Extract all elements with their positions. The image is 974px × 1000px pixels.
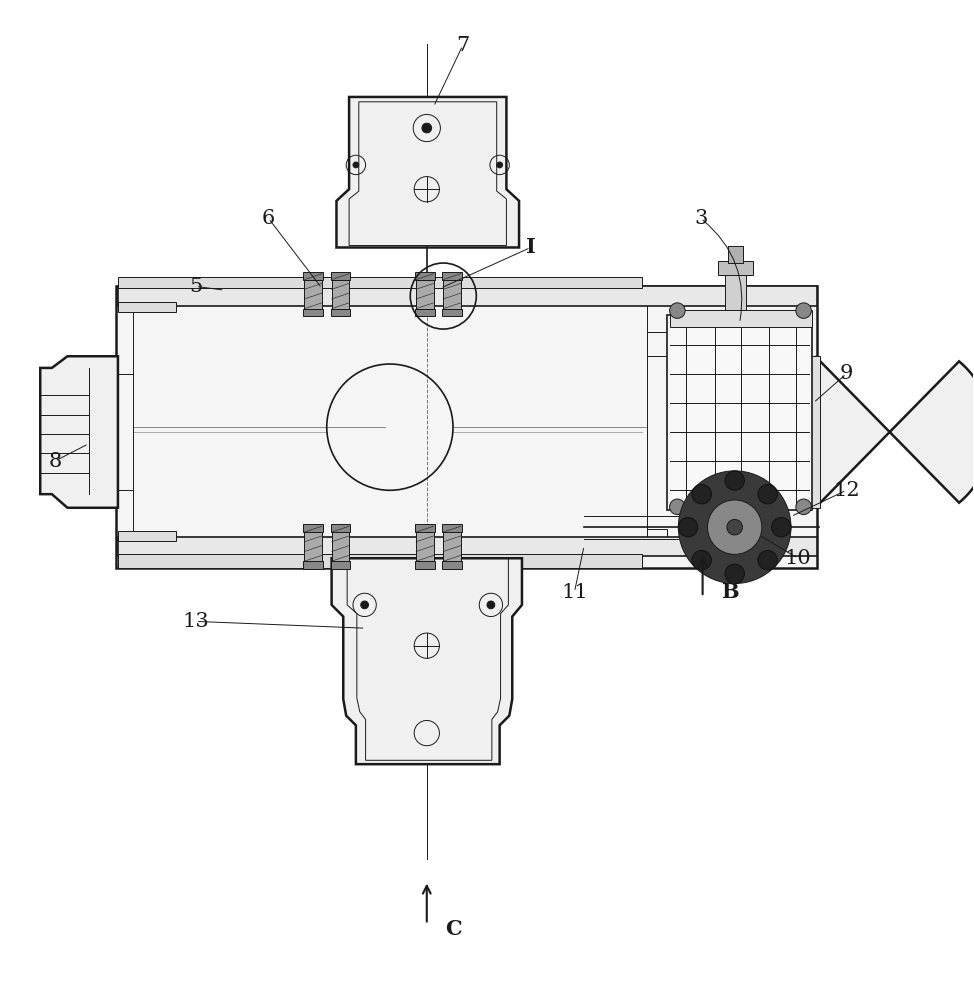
Bar [415, 272, 434, 280]
Text: 13: 13 [182, 612, 209, 631]
Bar [331, 532, 349, 561]
Circle shape [487, 601, 495, 609]
Polygon shape [815, 356, 974, 508]
Bar [304, 272, 322, 280]
Circle shape [725, 471, 744, 490]
Polygon shape [336, 97, 519, 247]
Bar [304, 561, 322, 569]
Bar [648, 529, 666, 553]
Circle shape [669, 499, 685, 515]
Text: I: I [526, 237, 536, 257]
Bar [725, 271, 746, 310]
Text: 5: 5 [189, 277, 203, 296]
Bar [331, 280, 349, 309]
Bar [728, 246, 743, 263]
Circle shape [422, 123, 431, 133]
Bar [118, 277, 643, 288]
Bar [330, 272, 350, 280]
Bar [118, 531, 176, 541]
Bar [718, 261, 753, 275]
Text: 10: 10 [784, 549, 811, 568]
Circle shape [758, 550, 777, 570]
Bar [442, 524, 462, 532]
Bar [118, 302, 176, 312]
Circle shape [692, 485, 711, 504]
Bar [305, 532, 321, 561]
Text: 7: 7 [456, 36, 469, 55]
Text: 12: 12 [833, 481, 860, 500]
Polygon shape [331, 558, 522, 764]
Circle shape [727, 519, 742, 535]
Circle shape [796, 499, 811, 515]
Text: 6: 6 [262, 209, 275, 228]
Circle shape [771, 517, 791, 537]
Bar [805, 356, 820, 508]
Bar [118, 537, 817, 556]
Text: 8: 8 [48, 452, 61, 471]
Bar [415, 561, 434, 569]
Bar [666, 315, 812, 510]
Bar [330, 309, 350, 316]
Circle shape [678, 471, 791, 584]
Circle shape [707, 500, 762, 554]
Bar [305, 280, 321, 309]
Bar [648, 332, 666, 356]
Bar [132, 301, 648, 553]
Circle shape [725, 564, 744, 584]
Bar [116, 286, 817, 568]
Bar [442, 309, 462, 316]
Circle shape [796, 303, 811, 318]
Bar [415, 309, 434, 316]
Bar [416, 280, 433, 309]
Bar [304, 309, 322, 316]
Circle shape [758, 485, 777, 504]
Bar [416, 532, 433, 561]
Text: 11: 11 [561, 583, 587, 602]
Circle shape [360, 601, 368, 609]
Bar [330, 561, 350, 569]
Circle shape [353, 162, 358, 168]
Polygon shape [40, 356, 118, 508]
Bar [443, 532, 461, 561]
Bar [442, 561, 462, 569]
Text: C: C [445, 919, 462, 939]
Circle shape [669, 303, 685, 318]
Bar [669, 310, 812, 327]
Bar [118, 554, 643, 568]
Text: 9: 9 [840, 364, 853, 383]
Bar [118, 286, 817, 306]
Circle shape [692, 550, 711, 570]
Bar [330, 524, 350, 532]
Text: 3: 3 [694, 209, 707, 228]
Bar [304, 524, 322, 532]
Bar [443, 280, 461, 309]
Circle shape [497, 162, 503, 168]
Circle shape [678, 517, 697, 537]
Bar [442, 272, 462, 280]
Bar [415, 524, 434, 532]
Text: B: B [721, 582, 738, 602]
